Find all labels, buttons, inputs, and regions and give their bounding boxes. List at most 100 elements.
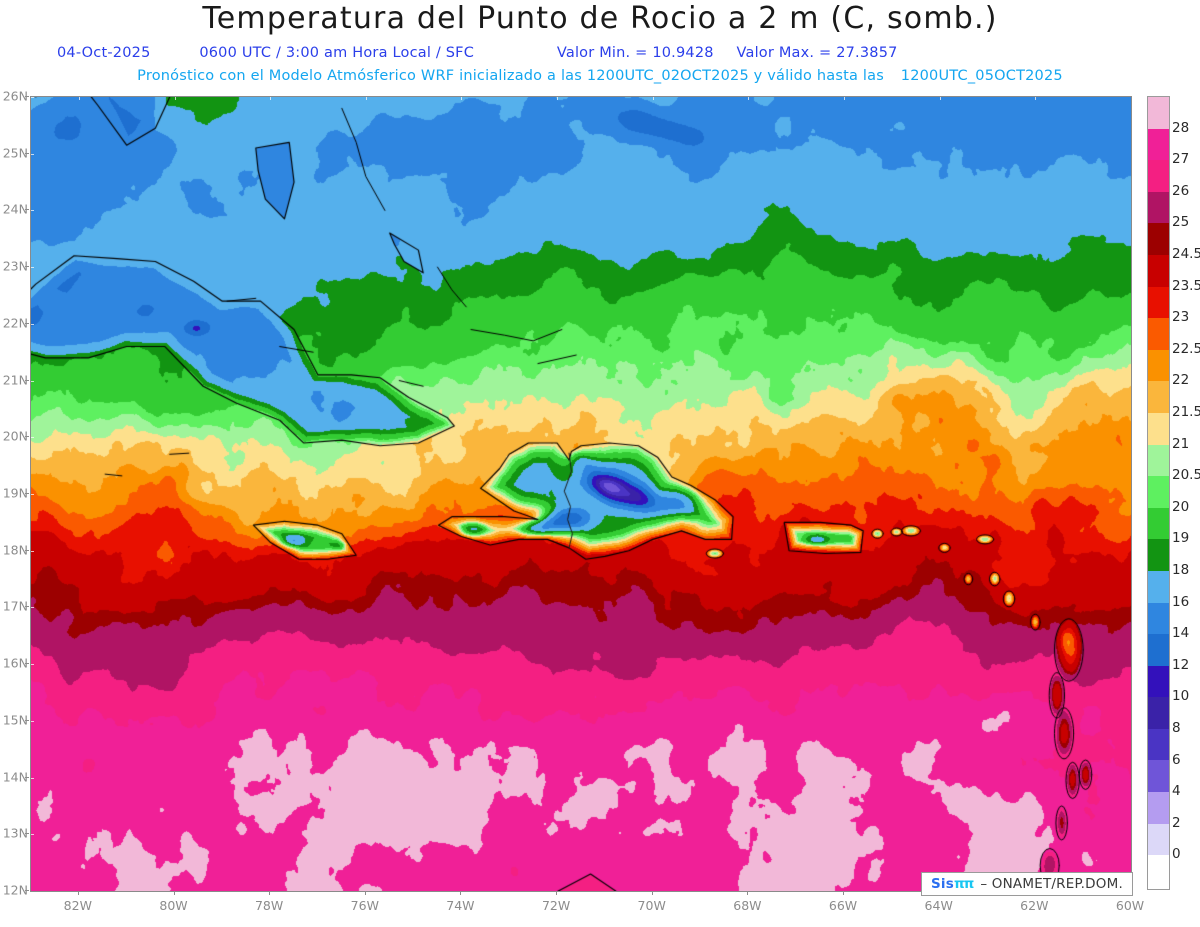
- colorbar-swatch: [1148, 349, 1169, 382]
- y-tick-mark: [25, 379, 29, 381]
- x-tick-label: 72W: [541, 898, 571, 913]
- value-max: Valor Max. = 27.3857: [736, 45, 898, 61]
- x-tick-mark: [173, 891, 175, 895]
- y-tick-label: 20N: [2, 428, 28, 444]
- x-tick-mark: [77, 891, 79, 895]
- y-tick-label: 22N: [2, 315, 28, 331]
- colorbar-tick-label: 2: [1172, 814, 1181, 831]
- colorbar-swatch: [1148, 539, 1169, 571]
- colorbar: [1147, 96, 1170, 890]
- y-tick-label: 19N: [2, 485, 28, 501]
- colorbar-tick-label: 22.5: [1172, 340, 1200, 357]
- colorbar-swatch: [1148, 665, 1169, 698]
- y-tick-mark: [25, 549, 29, 551]
- gridline-lon: [1131, 97, 1132, 891]
- colorbar-tick-label: 12: [1172, 656, 1190, 673]
- x-tick-mark: [364, 891, 366, 895]
- colorbar-swatch: [1148, 412, 1169, 445]
- model-init-text: Pronóstico con el Modelo Atmósferico WRF…: [137, 68, 884, 84]
- y-tick-label: 13N: [2, 825, 28, 841]
- y-tick-mark: [25, 719, 29, 721]
- model-valid-text: 1200UTC_05OCT2025: [900, 68, 1063, 84]
- colorbar-swatch: [1148, 507, 1169, 540]
- colorbar-swatch: [1148, 254, 1169, 287]
- colorbar-swatch: [1148, 602, 1169, 635]
- y-tick-mark: [25, 209, 29, 211]
- y-tick-mark: [25, 152, 29, 154]
- colorbar-tick-label: 23: [1172, 309, 1190, 326]
- colorbar-tick-label: 25: [1172, 214, 1190, 231]
- colorbar-tick-label: 18: [1172, 562, 1190, 578]
- x-tick-label: 68W: [733, 898, 762, 913]
- colorbar-tick-label: 20.5: [1172, 467, 1200, 484]
- x-tick-label: 66W: [828, 898, 858, 913]
- colorbar-swatch: [1148, 634, 1169, 666]
- colorbar-tick-label: 22: [1172, 372, 1190, 389]
- header: Temperatura del Punto de Rocio a 2 m (C,…: [0, 0, 1200, 92]
- colorbar-swatch: [1148, 570, 1169, 603]
- colorbar-swatch: [1148, 728, 1169, 761]
- y-tick-label: 16N: [2, 655, 28, 671]
- x-tick-mark: [843, 891, 844, 895]
- colorbar-tick-label: 16: [1172, 593, 1190, 610]
- valid-date: 04-Oct-2025: [57, 45, 151, 61]
- colorbar-tick-label: 4: [1172, 783, 1181, 800]
- x-tick-mark: [747, 891, 749, 895]
- x-tick-label: 78W: [254, 898, 284, 913]
- map-plot-area[interactable]: [30, 96, 1132, 892]
- colorbar-swatch: [1148, 223, 1169, 255]
- y-tick-mark: [25, 890, 29, 891]
- colorbar-swatch: [1148, 128, 1169, 161]
- x-tick-mark: [556, 891, 558, 895]
- colorbar-swatch: [1148, 97, 1169, 129]
- colorbar-swatch: [1148, 191, 1169, 224]
- y-tick-mark: [25, 606, 29, 608]
- colorbar-tick-label: 23.5: [1172, 277, 1200, 294]
- y-tick-label: 25N: [2, 145, 28, 161]
- x-tick-label: 60W: [1115, 898, 1145, 913]
- forecast-meta-line: 04-Oct-2025 0600 UTC / 3:00 am Hora Loca…: [0, 45, 1200, 61]
- y-tick-label: 17N: [2, 598, 28, 614]
- colorbar-swatch: [1148, 823, 1169, 856]
- y-tick-mark: [25, 833, 29, 835]
- colorbar-tick-label: 14: [1172, 625, 1190, 642]
- colorbar-swatch: [1148, 160, 1169, 192]
- colorbar-tick-label: 0: [1172, 846, 1181, 863]
- colorbar-tick-label: 28: [1172, 119, 1190, 136]
- colorbar-swatch: [1148, 318, 1169, 350]
- y-tick-label: 18N: [2, 542, 28, 558]
- colorbar-tick-label: 26: [1172, 182, 1190, 199]
- colorbar-swatch: [1148, 760, 1169, 793]
- colorbar-tick-label: 24.5: [1172, 246, 1200, 262]
- colorbar-swatch: [1148, 476, 1169, 508]
- x-tick-mark: [651, 891, 653, 895]
- y-tick-label: 14N: [2, 769, 28, 785]
- y-tick-mark: [25, 493, 29, 494]
- colorbar-swatch: [1148, 381, 1169, 413]
- x-tick-label: 64W: [924, 898, 953, 913]
- page-title: Temperatura del Punto de Rocio a 2 m (C,…: [202, 1, 998, 36]
- colorbar-swatch: [1148, 855, 1169, 887]
- colorbar-tick-label: 19: [1172, 530, 1190, 547]
- y-tick-mark: [25, 266, 29, 268]
- colorbar-tick-label: 20: [1172, 498, 1190, 515]
- x-tick-label: 74W: [446, 898, 475, 913]
- y-tick-label: 26N: [2, 88, 28, 104]
- value-min: Valor Min. = 10.9428: [556, 45, 714, 61]
- dewpoint-shading-field: [31, 97, 1131, 891]
- colorbar-swatch: [1148, 444, 1169, 477]
- cycle-time: 0600 UTC / 3:00 am Hora Local / SFC: [199, 45, 475, 61]
- x-tick-label: 62W: [1020, 898, 1049, 913]
- y-tick-label: 12N: [2, 882, 28, 898]
- y-tick-mark: [25, 663, 29, 665]
- logo-agency-text: – ONAMET/REP.DOM.: [980, 876, 1123, 892]
- colorbar-tick-label: 6: [1172, 751, 1181, 768]
- x-tick-label: 70W: [637, 898, 666, 913]
- y-tick-mark: [25, 322, 29, 324]
- x-tick-mark: [460, 891, 462, 895]
- x-tick-label: 76W: [350, 898, 379, 913]
- y-tick-label: 15N: [2, 712, 28, 728]
- y-tick-label: 24N: [2, 201, 28, 217]
- x-tick-mark: [269, 891, 271, 895]
- colorbar-swatch: [1148, 792, 1169, 824]
